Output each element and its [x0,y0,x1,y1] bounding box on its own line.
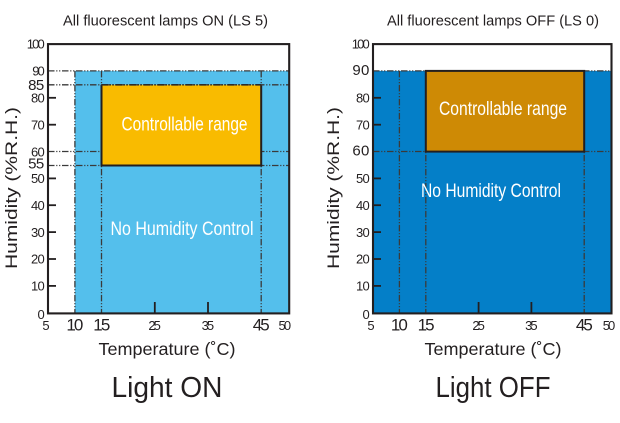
svg-text:15: 15 [418,315,435,334]
svg-text:80: 80 [31,91,45,106]
svg-text:60: 60 [352,143,369,160]
svg-text:Controllable range: Controllable range [122,113,248,135]
svg-text:80: 80 [356,91,370,106]
svg-text:5: 5 [42,318,49,333]
svg-text:Humidity (%R.H.): Humidity (%R.H.) [324,107,343,269]
svg-text:5: 5 [367,318,374,333]
svg-text:Humidity (%R.H.): Humidity (%R.H.) [2,107,21,269]
svg-text:100: 100 [27,37,45,52]
svg-text:55: 55 [28,156,44,173]
svg-text:Temperature (˚C): Temperature (˚C) [425,339,562,359]
svg-text:45: 45 [253,315,270,334]
svg-text:0: 0 [37,307,44,322]
svg-text:10: 10 [66,315,83,334]
svg-text:90: 90 [352,62,369,79]
svg-text:70: 70 [356,117,370,132]
svg-text:50: 50 [356,171,370,186]
svg-text:40: 40 [356,198,370,213]
svg-text:20: 20 [31,252,45,267]
svg-text:Temperature (˚C): Temperature (˚C) [99,339,236,359]
svg-text:20: 20 [356,252,370,267]
svg-text:25: 25 [472,318,485,333]
svg-text:Controllable range: Controllable range [439,98,567,120]
svg-text:All fluorescent lamps OFF (LS: All fluorescent lamps OFF (LS 0) [387,13,599,30]
svg-text:All fluorescent lamps ON (LS 5: All fluorescent lamps ON (LS 5) [63,13,268,30]
svg-text:85: 85 [28,77,44,94]
svg-text:Light ON: Light ON [112,372,223,404]
svg-text:15: 15 [93,315,110,334]
svg-text:30: 30 [31,225,45,240]
svg-text:35: 35 [202,318,215,333]
svg-text:10: 10 [356,279,370,294]
svg-text:Light OFF: Light OFF [436,372,551,404]
svg-text:50: 50 [603,318,616,333]
svg-text:50: 50 [31,171,45,186]
svg-text:60: 60 [31,144,45,159]
svg-text:30: 30 [356,225,370,240]
svg-text:40: 40 [31,198,45,213]
svg-text:50: 50 [279,318,292,333]
svg-text:25: 25 [148,318,161,333]
svg-text:10: 10 [391,315,408,334]
svg-text:0: 0 [362,307,369,322]
svg-text:45: 45 [576,315,593,334]
svg-text:70: 70 [31,117,45,132]
svg-text:No Humidity Control: No Humidity Control [421,180,561,202]
svg-text:10: 10 [31,279,45,294]
svg-text:90: 90 [32,64,45,79]
svg-text:100: 100 [352,37,370,52]
svg-text:35: 35 [525,318,538,333]
svg-text:No Humidity Control: No Humidity Control [111,218,254,240]
